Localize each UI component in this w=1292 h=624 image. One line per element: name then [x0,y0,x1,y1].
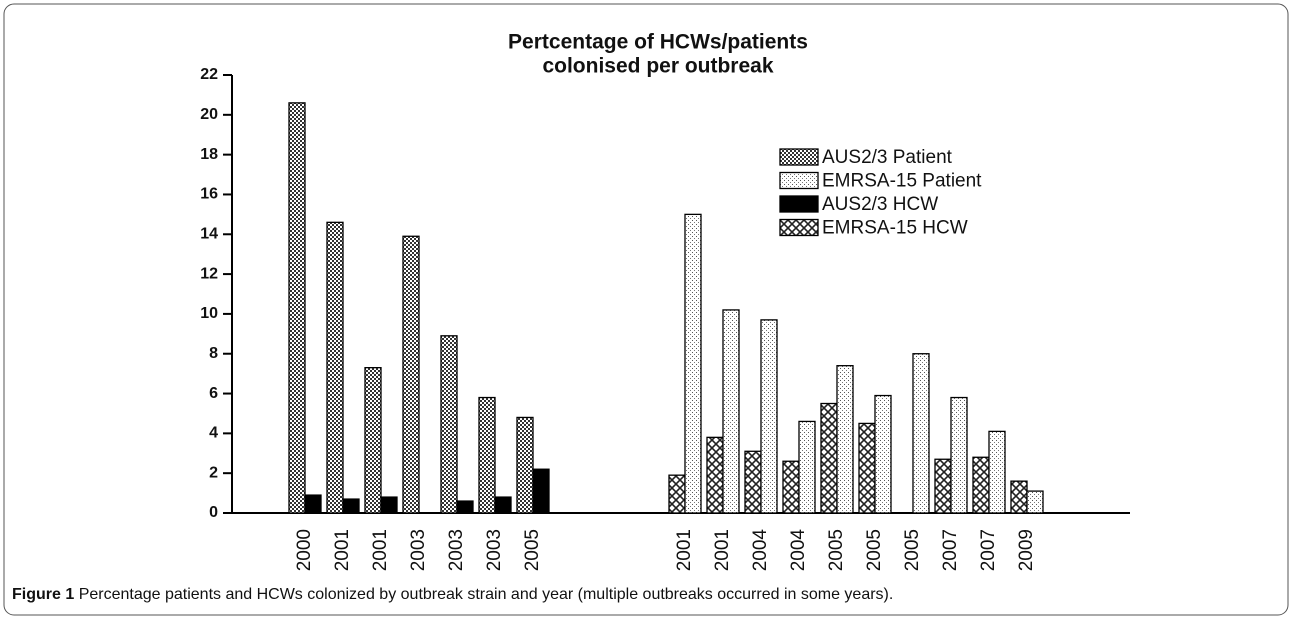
x-tick-label: 2003 [446,529,467,571]
bar [722,309,740,514]
x-tick-label: 2007 [978,529,999,571]
caption-text: Percentage patients and HCWs colonized b… [79,586,894,603]
bar [532,468,550,514]
x-tick-label: 2005 [864,529,885,571]
bar [912,353,930,514]
bar [494,496,512,514]
x-tick-label: 2001 [712,529,733,571]
bar [836,365,854,514]
bar [820,402,838,514]
y-tick-label: 4 [209,425,218,442]
chart-title: Pertcentage of HCWs/patients [508,31,808,54]
bar [782,460,800,514]
x-tick-label: 2001 [370,529,391,571]
x-tick-label: 2007 [940,529,961,571]
bar [402,235,420,514]
legend-swatch [779,195,819,213]
x-tick-label: 2005 [826,529,847,571]
x-tick-label: 2004 [788,529,809,572]
bar [874,394,892,514]
y-tick-label: 20 [200,106,218,123]
y-tick-label: 10 [200,305,218,322]
bar [440,335,458,514]
bar [304,494,322,514]
x-tick-label: 2003 [408,529,429,571]
bar [516,416,534,514]
chart-title: colonised per outbreak [542,55,773,78]
x-tick-label: 2000 [294,529,315,571]
bar [364,367,382,514]
y-tick-label: 14 [200,225,218,242]
y-tick-label: 2 [209,464,218,481]
legend-label: EMRSA-15 HCW [822,218,968,239]
caption-label: Figure 1 [12,586,74,603]
y-tick-label: 12 [200,265,218,282]
bar [858,422,876,514]
bar [456,500,474,514]
bar [684,213,702,514]
frame [3,3,1289,616]
legend-label: EMRSA-15 Patient [822,171,982,192]
bar [380,496,398,514]
x-tick-label: 2003 [484,529,505,571]
x-tick-label: 2005 [522,529,543,571]
bar [798,420,816,514]
x-tick-label: 2001 [674,529,695,571]
y-tick-label: 0 [209,504,218,521]
bar [972,456,990,514]
y-tick-label: 22 [200,66,218,83]
bar [950,396,968,514]
x-tick-label: 2004 [750,529,771,572]
y-tick-label: 16 [200,186,218,203]
bar [1026,490,1044,514]
y-tick-label: 8 [209,345,218,362]
x-tick-label: 2005 [902,529,923,571]
bar [988,430,1006,514]
bar [706,436,724,514]
bar [326,221,344,514]
y-tick-label: 18 [200,146,218,163]
legend-label: AUS2/3 HCW [822,194,938,215]
bar [934,458,952,514]
y-tick-label: 6 [209,385,218,402]
bar [668,474,686,514]
bar [744,450,762,514]
bar [288,102,306,514]
legend-swatch [779,171,819,190]
bar [760,319,778,514]
caption: Figure 1 Percentage patients and HCWs co… [12,586,893,603]
bar [1010,480,1028,514]
legend-swatch [779,218,819,237]
legend-swatch [779,148,819,166]
bar [342,498,360,514]
x-tick-label: 2009 [1016,529,1037,571]
legend-label: AUS2/3 Patient [822,147,953,168]
bar [478,396,496,514]
x-tick-label: 2001 [332,529,353,571]
